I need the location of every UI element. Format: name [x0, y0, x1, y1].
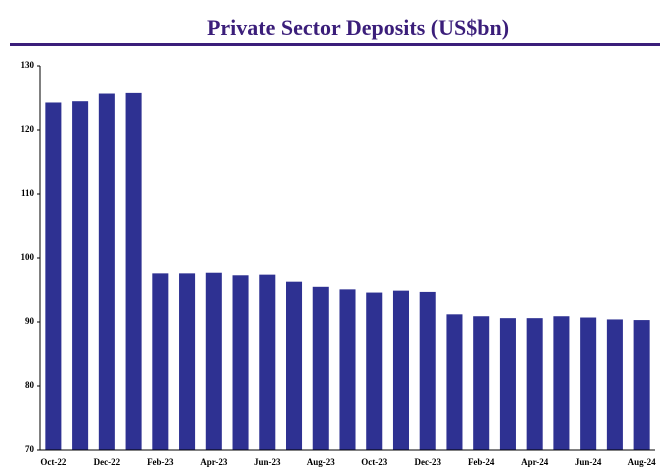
y-tick-label: 80 [25, 380, 35, 390]
bar [606, 319, 623, 450]
bar [152, 273, 169, 450]
bar [232, 275, 249, 450]
x-tick-label: Jun-23 [254, 457, 281, 467]
x-tick-label: Jun-24 [575, 457, 602, 467]
bar [553, 316, 570, 450]
y-tick-label: 70 [25, 444, 35, 454]
bar [366, 292, 383, 450]
y-tick-label: 110 [21, 188, 35, 198]
bar [45, 102, 62, 450]
bar [98, 93, 115, 451]
chart-title: Private Sector Deposits (US$bn) [207, 15, 509, 40]
x-tick-label: Feb-24 [468, 457, 495, 467]
y-tick-label: 120 [21, 124, 35, 134]
x-tick-label: Apr-23 [200, 457, 228, 467]
bar [446, 314, 463, 450]
bar [392, 290, 409, 450]
x-tick-label: Oct-23 [361, 457, 387, 467]
x-tick-label: Aug-23 [307, 457, 336, 467]
bar [339, 289, 356, 450]
x-tick-label: Apr-24 [521, 457, 549, 467]
bar [286, 281, 303, 450]
bar [72, 101, 89, 450]
bar [580, 317, 597, 450]
x-tick-label: Aug-24 [628, 457, 657, 467]
bar [473, 316, 490, 450]
x-tick-label: Dec-22 [94, 457, 121, 467]
y-tick-label: 100 [21, 252, 35, 262]
x-tick-label: Feb-23 [147, 457, 174, 467]
bar [526, 318, 543, 450]
y-tick-label: 130 [21, 60, 35, 70]
bar [125, 92, 142, 450]
bar [205, 272, 222, 450]
bar [419, 291, 436, 450]
bar [259, 274, 276, 450]
bar [499, 318, 516, 450]
title-rule [10, 43, 660, 46]
bar [633, 320, 650, 450]
y-tick-label: 90 [25, 316, 35, 326]
x-tick-label: Dec-23 [414, 457, 441, 467]
bar [179, 273, 196, 450]
x-tick-label: Oct-22 [40, 457, 66, 467]
bar [312, 286, 329, 450]
